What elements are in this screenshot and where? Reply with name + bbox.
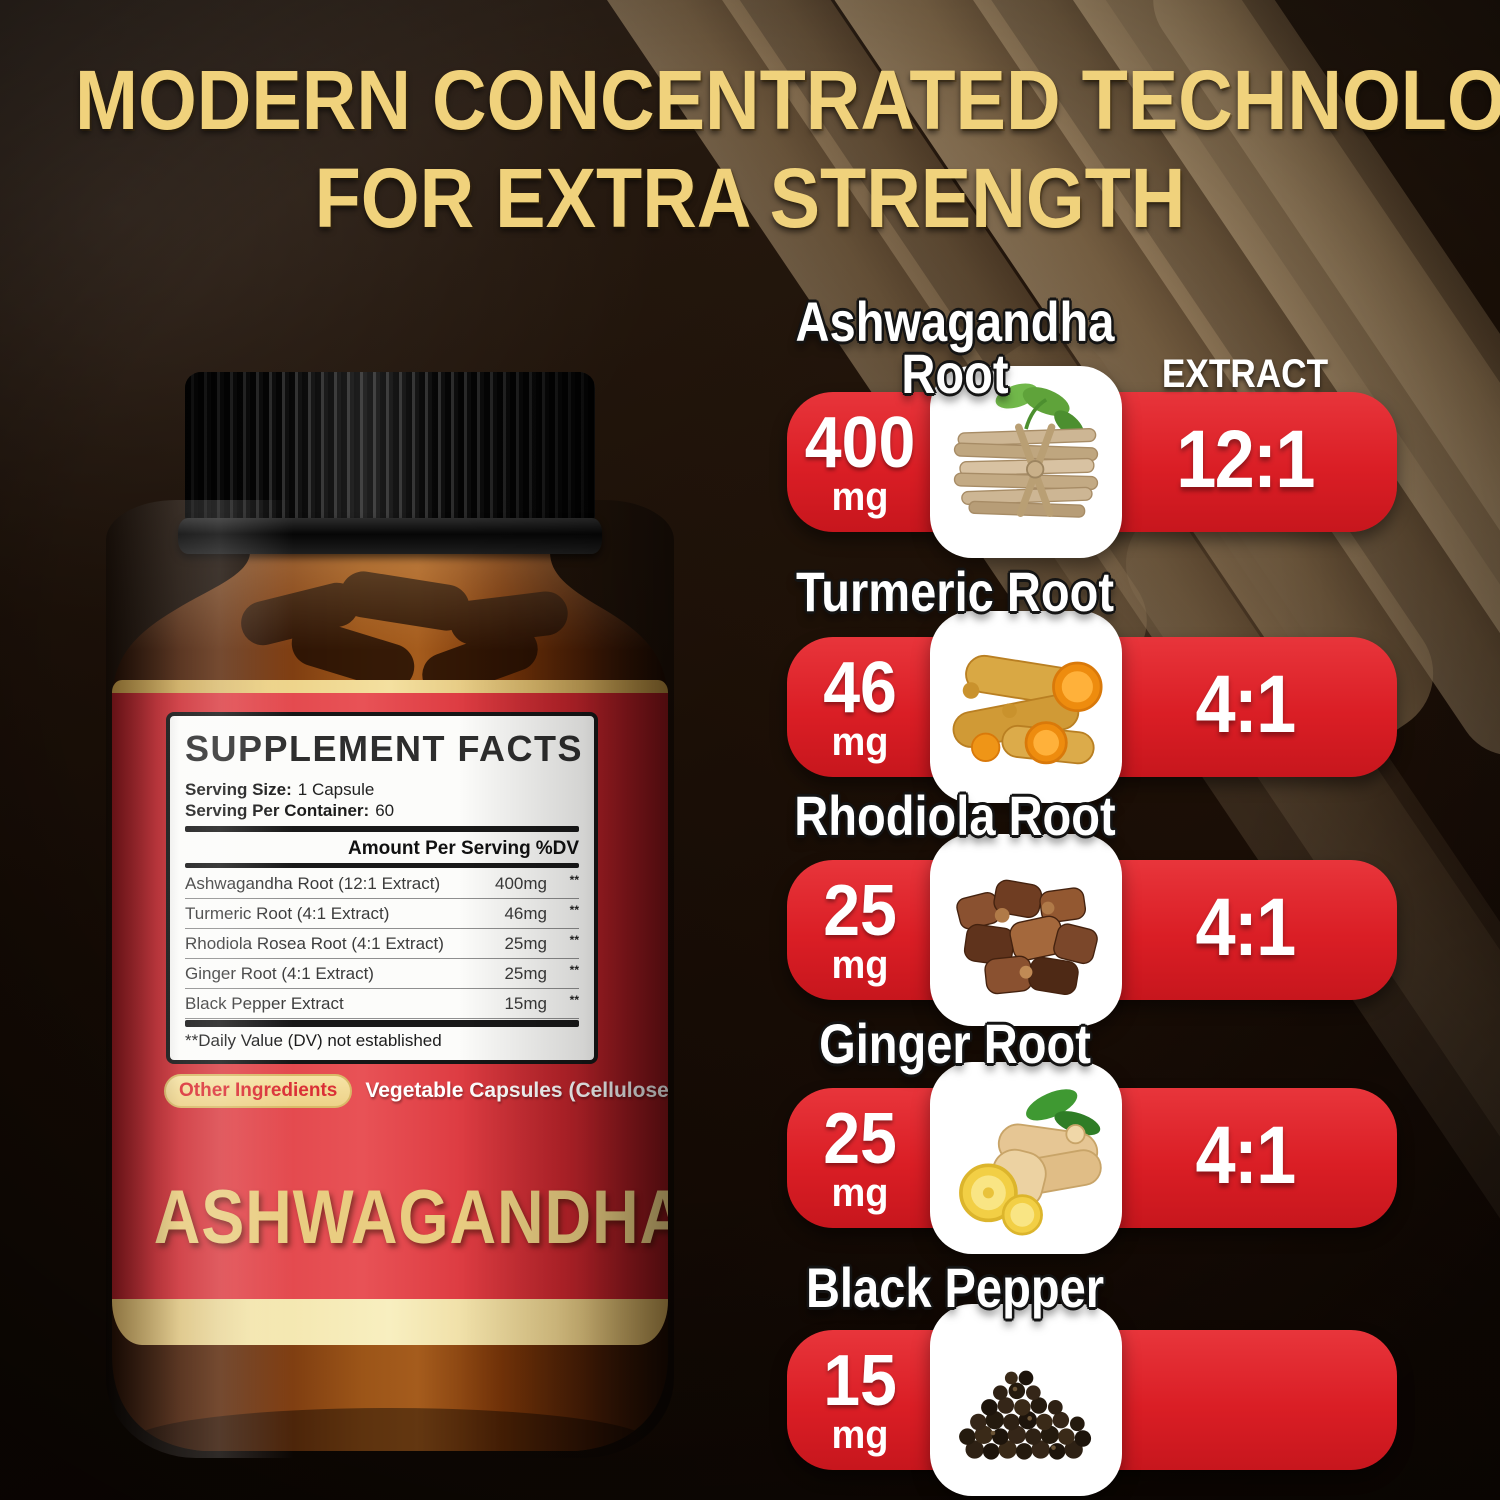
- ingredient-name: Ginger Root (4:1 Extract): [185, 964, 374, 983]
- label-cream-band: [112, 1299, 668, 1345]
- ingredient-name: Turmeric Root (4:1 Extract): [185, 904, 390, 923]
- ingredient-amount-block: 25 mg: [795, 871, 925, 987]
- ingredient-title-black-pepper: Black Pepper: [805, 1256, 1105, 1319]
- ingredient-amount: 400mg: [495, 874, 547, 893]
- amount-unit: mg: [831, 1413, 889, 1457]
- other-ingredients-badge: Other Ingredients: [164, 1074, 353, 1108]
- ingredient-title-rhodiola: Rhodiola Root: [794, 784, 1116, 847]
- ingredient-amount-block: 400 mg: [795, 403, 925, 519]
- facts-row: Turmeric Root (4:1 Extract) 46mg **: [185, 899, 579, 929]
- ingredient-amount-block: 15 mg: [795, 1341, 925, 1457]
- facts-row: Ashwagandha Root (12:1 Extract) 400mg **: [185, 869, 579, 899]
- amount-number: 25: [823, 1099, 897, 1179]
- amount-unit: mg: [831, 943, 889, 987]
- ingredient-name: Rhodiola Rosea Root (4:1 Extract): [185, 934, 444, 953]
- ginger-root-photo: [930, 1062, 1122, 1254]
- servings-per-container-line: Serving Per Container: 60: [185, 800, 579, 821]
- servings-value: 60: [375, 801, 395, 820]
- amount-number: 400: [804, 403, 916, 483]
- turmeric-root-photo: [930, 611, 1122, 803]
- extract-ratio: 4:1: [1195, 659, 1296, 750]
- servings-label: Serving Per Container:: [185, 801, 370, 820]
- extract-column-header: EXTRACT: [1161, 352, 1329, 396]
- ingredient-name: Black Pepper Extract: [185, 994, 344, 1013]
- ingredient-dv: **: [569, 873, 579, 887]
- dv-header-text: %DV: [535, 838, 579, 859]
- ingredient-dv: **: [569, 993, 579, 1007]
- divider-bar: [185, 826, 579, 832]
- facts-row: Rhodiola Rosea Root (4:1 Extract) 25mg *…: [185, 929, 579, 959]
- amount-number: 25: [823, 871, 897, 951]
- ashwagandha-root-photo: [930, 366, 1122, 558]
- ingredient-amount: 25mg: [504, 934, 547, 953]
- ingredient-title-turmeric: Turmeric Root: [796, 560, 1114, 623]
- divider-bar: [185, 1020, 579, 1027]
- bottle-cap: [185, 372, 595, 522]
- ingredient-dv: **: [569, 903, 579, 917]
- serving-size-line: Serving Size: 1 Capsule: [185, 779, 579, 800]
- facts-row: Ginger Root (4:1 Extract) 25mg **: [185, 959, 579, 989]
- serving-size-label: Serving Size:: [185, 780, 292, 799]
- extract-ratio: 4:1: [1195, 882, 1296, 973]
- black-pepper-photo: [930, 1304, 1122, 1496]
- leaves: [995, 383, 1085, 439]
- ingredient-dv: **: [569, 933, 579, 947]
- bottle-cap-rim: [178, 518, 602, 554]
- ingredient-amount-block: 46 mg: [795, 648, 925, 764]
- amount-header-text: Amount Per Serving: [348, 838, 531, 859]
- other-ingredients-value: Vegetable Capsules (Cellulose): [365, 1079, 668, 1102]
- ingredient-name: Ashwagandha Root (12:1 Extract): [185, 874, 441, 893]
- facts-title: SUPPLEMENT FACTS: [185, 728, 584, 769]
- extract-ratio: 4:1: [1195, 1110, 1296, 1201]
- ingredient-amount: 46mg: [504, 904, 547, 923]
- facts-row: Black Pepper Extract 15mg **: [185, 989, 579, 1019]
- bottle-label: SUPPLEMENT FACTS Serving Size: 1 Capsule …: [112, 680, 668, 1345]
- extract-ratio: 12:1: [1176, 414, 1315, 505]
- dv-footnote: **Daily Value (DV) not established: [185, 1031, 442, 1050]
- divider-bar: [185, 863, 579, 868]
- ingredient-amount: 15mg: [504, 994, 547, 1013]
- headline-line1: MODERN CONCENTRATED TECHNOLOGY: [75, 53, 1500, 147]
- ingredient-amount-block: 25 mg: [795, 1099, 925, 1215]
- rhodiola-root-photo: [930, 834, 1122, 1026]
- amount-per-serving-header: Amount Per Serving %DV: [185, 838, 579, 860]
- amount-number: 15: [823, 1341, 897, 1421]
- ingredient-title-ginger: Ginger Root: [819, 1012, 1091, 1075]
- other-ingredients-line: Other Ingredients Vegetable Capsules (Ce…: [164, 1074, 668, 1108]
- ingredient-title-ashwagandha: Ashwagandha Root: [795, 290, 1115, 405]
- amount-number: 46: [823, 648, 897, 728]
- ingredient-dv: **: [569, 963, 579, 977]
- amount-unit: mg: [831, 1171, 889, 1215]
- label-gold-band: [112, 680, 668, 693]
- ingredient-amount: 25mg: [504, 964, 547, 983]
- supplement-facts-panel: SUPPLEMENT FACTS Serving Size: 1 Capsule …: [166, 712, 598, 1064]
- amount-unit: mg: [831, 475, 889, 519]
- brand-name: ASHWAGANDHA: [153, 1175, 668, 1260]
- headline-line2: FOR EXTRA STRENGTH: [314, 151, 1186, 245]
- amount-unit: mg: [831, 720, 889, 764]
- serving-size-value: 1 Capsule: [297, 780, 375, 799]
